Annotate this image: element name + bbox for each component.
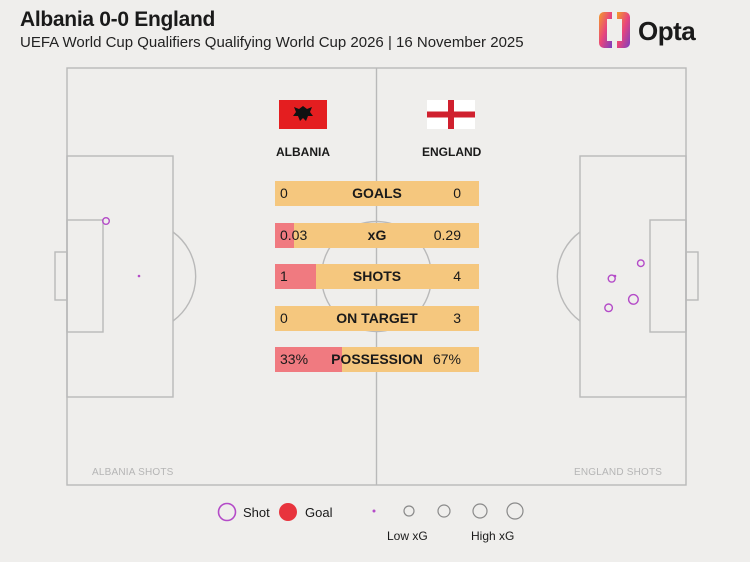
stat-row-xg: 0.03 xG 0.29: [275, 223, 479, 248]
opta-logo-text: Opta: [638, 16, 696, 46]
stat-bar-away: [275, 181, 479, 206]
stat-row-possession: 33% POSSESSION 67%: [275, 347, 479, 372]
stat-row-shots: 1 SHOTS 4: [275, 264, 479, 289]
legend-xg-size-2: [403, 505, 415, 517]
stat-label: GOALS: [352, 185, 402, 201]
away-shot-point-3: [627, 293, 639, 305]
opta-logo-icon: [599, 12, 630, 48]
stat-away-value: 4: [453, 268, 461, 284]
goal-right: [685, 251, 699, 301]
stat-bar-away: [275, 306, 479, 331]
page-title: Albania 0-0 England: [20, 8, 215, 31]
stat-label: POSSESSION: [331, 351, 423, 367]
away-shot-point-4: [636, 259, 645, 268]
stat-home-value: 1: [280, 268, 288, 284]
stat-home-value: 0: [280, 310, 288, 326]
legend-low-xg-label: Low xG: [387, 529, 428, 543]
stat-bar-home: [275, 264, 316, 289]
page-subtitle: UEFA World Cup Qualifiers Qualifying Wor…: [20, 34, 524, 51]
stat-label: ON TARGET: [336, 310, 418, 326]
stat-bar-home: [275, 347, 343, 372]
pitch-markings: [54, 67, 699, 486]
six-yard-box-left: [66, 219, 104, 333]
home-shots-label: ALBANIA SHOTS: [92, 467, 174, 478]
shots-layer: [101, 216, 645, 313]
stat-home-value: 0.03: [280, 227, 308, 243]
stat-label: xG: [367, 227, 387, 243]
penalty-arc-left: [172, 231, 197, 322]
legend-shot-symbol: [217, 502, 237, 522]
penalty-area-left: [66, 155, 174, 398]
legend-xg-size-1: [372, 509, 376, 513]
stat-label: SHOTS: [352, 268, 402, 284]
stat-bar-away: [275, 223, 479, 248]
legend-goal-label: Goal: [305, 505, 333, 520]
penalty-arc-right: [556, 231, 581, 322]
legend-shot-label: Shot: [243, 505, 270, 520]
albania-flag-icon: [279, 100, 327, 129]
penalty-area-right: [579, 155, 687, 398]
stat-bar-home: [275, 223, 295, 248]
legend-xg-size-4: [472, 503, 488, 519]
stat-row-goals: 0 GOALS 0: [275, 181, 479, 206]
opta-logo: Opta: [598, 10, 728, 50]
legend-xg-size-3: [437, 504, 451, 518]
away-team-name: ENGLAND: [422, 145, 482, 159]
home-team-name: ALBANIA: [276, 145, 330, 159]
penalty-spot-left: [137, 274, 141, 278]
stat-away-value: 67%: [432, 351, 461, 367]
england-flag-icon: [427, 100, 475, 129]
home-shot-point-1: [101, 216, 110, 225]
goal-left: [54, 251, 68, 301]
stat-home-value: 0: [280, 185, 288, 201]
six-yard-box-right: [649, 219, 687, 333]
legend-goal-symbol: [279, 503, 297, 521]
away-shot-point-1: [604, 303, 614, 313]
away-shots-label: ENGLAND SHOTS: [574, 467, 663, 478]
legend-xg-size-5: [506, 502, 524, 520]
stat-row-on-target: 0 ON TARGET 3: [275, 306, 479, 331]
stat-away-value: 3: [453, 310, 461, 326]
legend-high-xg-label: High xG: [471, 529, 515, 543]
stat-away-value: 0.29: [433, 227, 461, 243]
stat-home-value: 33%: [280, 351, 309, 367]
stat-away-value: 0: [453, 185, 461, 201]
away-shot-point-2: [607, 274, 616, 283]
